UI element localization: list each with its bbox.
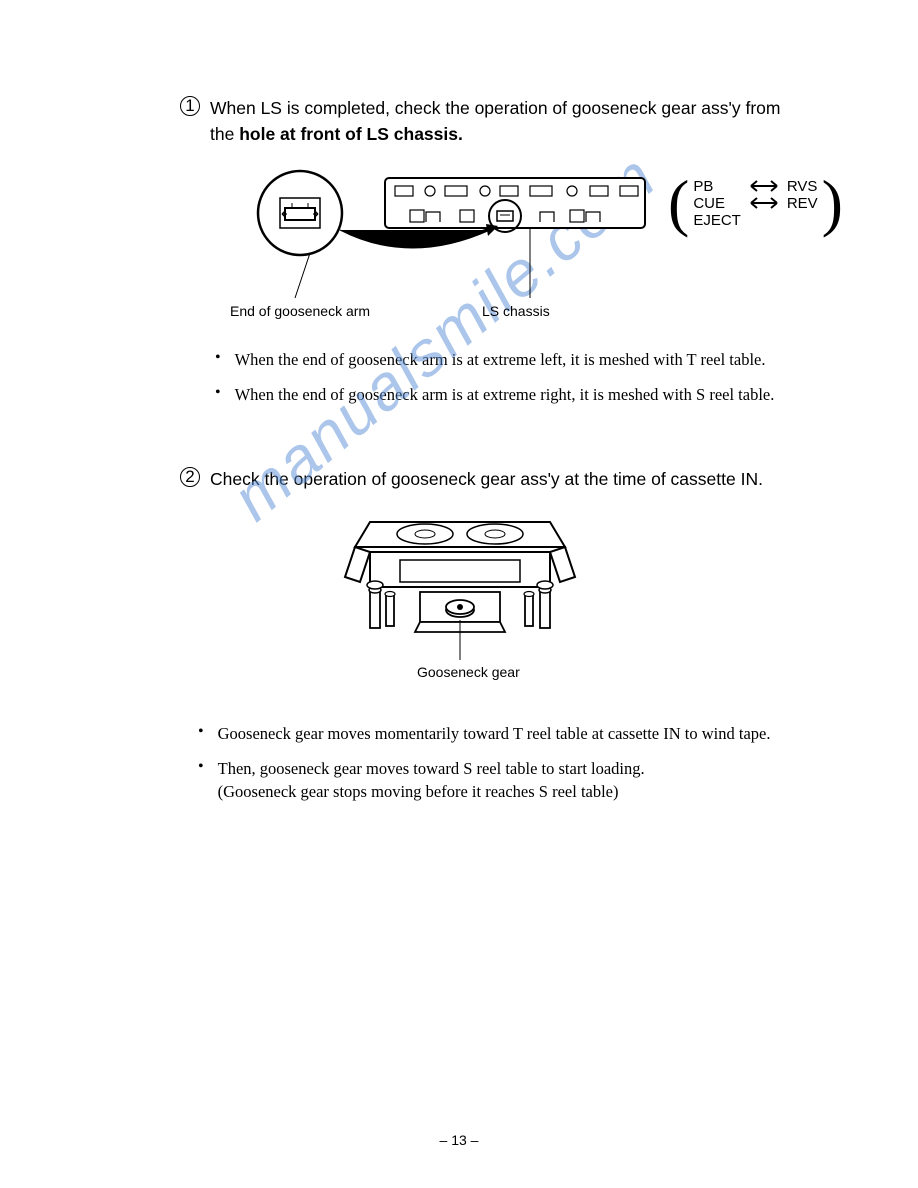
arrow-bi-icon <box>749 196 779 210</box>
bullet-text: When the end of gooseneck arm is at extr… <box>235 348 766 371</box>
bullet-dot-icon: • <box>198 758 204 776</box>
step-1-text-line2: hole at front of LS chassis. <box>239 124 463 144</box>
bullet-list-2: • Gooseneck gear moves momentarily towar… <box>198 722 858 803</box>
bullet-text: Then, gooseneck gear moves toward S reel… <box>218 757 645 803</box>
label-ls-chassis: LS chassis <box>482 303 550 319</box>
step-2-header: 2 Check the operation of gooseneck gear … <box>180 466 858 492</box>
bullet-dot-icon: • <box>198 723 204 741</box>
bullet-2-line2: (Gooseneck gear stops moving before it r… <box>218 782 619 801</box>
diagram-2: Gooseneck gear <box>320 512 858 692</box>
bullet-item: • Gooseneck gear moves momentarily towar… <box>198 722 858 745</box>
mode-pb: PB <box>693 178 741 195</box>
bullet-text: Gooseneck gear moves momentarily toward … <box>218 722 771 745</box>
step-1-header: 1 When LS is completed, check the operat… <box>180 95 858 148</box>
bullet-list-1: • When the end of gooseneck arm is at ex… <box>215 348 858 406</box>
step-2-number: 2 <box>180 467 200 487</box>
label-gooseneck-arm: End of gooseneck arm <box>230 303 370 319</box>
label-gooseneck-gear: Gooseneck gear <box>417 664 520 680</box>
mode-cue: CUE <box>693 195 741 212</box>
cassette-mechanism-diagram <box>320 512 600 662</box>
mode-eject: EJECT <box>693 212 741 229</box>
step-2-text: Check the operation of gooseneck gear as… <box>210 466 763 492</box>
ls-chassis-diagram <box>230 168 660 318</box>
bullet-2-line1: Then, gooseneck gear moves toward S reel… <box>218 759 645 778</box>
step-1-text: When LS is completed, check the operatio… <box>210 95 790 148</box>
step-2-section: 2 Check the operation of gooseneck gear … <box>60 466 858 804</box>
bullet-dot-icon: • <box>215 349 221 367</box>
step-1-section: 1 When LS is completed, check the operat… <box>60 95 858 406</box>
diagram-1: ( PB RVS CUE REV EJECT ) End of goosenec… <box>230 168 858 328</box>
bullet-dot-icon: • <box>215 384 221 402</box>
bullet-item: • When the end of gooseneck arm is at ex… <box>215 348 858 371</box>
arrow-bi-icon <box>749 179 779 193</box>
mode-rvs: RVS <box>787 178 818 195</box>
mode-grid: PB RVS CUE REV EJECT <box>693 178 817 229</box>
bullet-item: • When the end of gooseneck arm is at ex… <box>215 383 858 406</box>
mode-table: ( PB RVS CUE REV EJECT ) <box>668 178 843 229</box>
bullet-item: • Then, gooseneck gear moves toward S re… <box>198 757 858 803</box>
step-1-number: 1 <box>180 96 200 116</box>
mode-rev: REV <box>787 195 818 212</box>
bullet-text: When the end of gooseneck arm is at extr… <box>235 383 775 406</box>
page-number: – 13 – <box>440 1132 479 1148</box>
